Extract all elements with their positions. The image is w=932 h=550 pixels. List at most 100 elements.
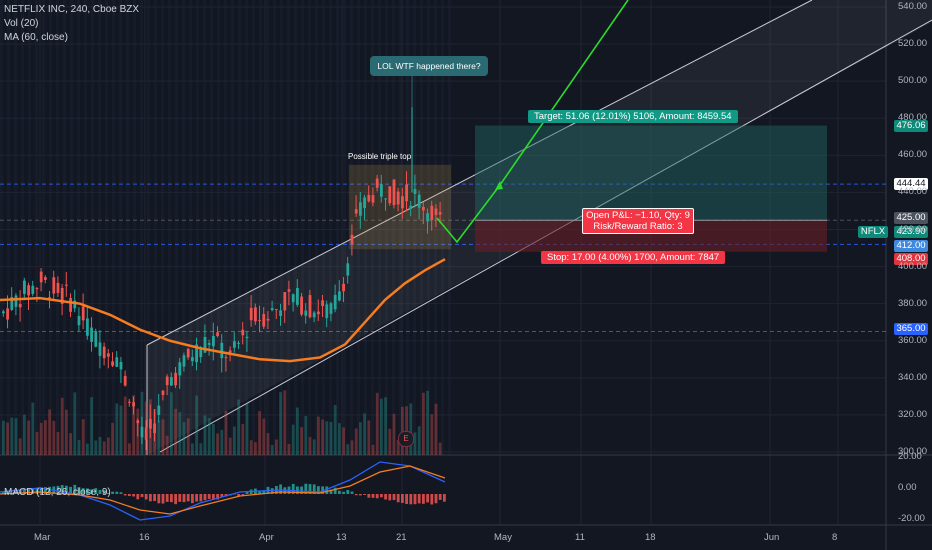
tag-408: 408.00	[894, 253, 928, 265]
macd-hist	[27, 489, 30, 494]
macd-hist	[77, 487, 81, 494]
vol-legend[interactable]: Vol (20)	[4, 18, 39, 29]
target-label[interactable]: Target: 51.06 (12.01%) 5106, Amount: 845…	[528, 110, 738, 123]
candle-body	[178, 362, 182, 376]
volume-bar	[212, 423, 215, 455]
macd-hist	[157, 494, 161, 504]
macd-hist	[430, 494, 434, 505]
candle-body	[6, 308, 9, 320]
price-tick: 400.00	[898, 260, 928, 272]
macd-hist	[312, 484, 316, 494]
position-boxes[interactable]	[348, 125, 827, 252]
macd-hist	[56, 485, 60, 494]
candle-body	[39, 271, 43, 283]
candle-body	[317, 311, 320, 315]
candle-body	[270, 308, 274, 311]
macd-hist	[388, 494, 392, 501]
grid-stripe	[238, 0, 241, 455]
macd-hist	[380, 494, 383, 498]
volume-bar	[329, 421, 333, 455]
earnings-marker[interactable]: E	[398, 431, 414, 447]
volume-bar	[321, 419, 324, 455]
grid-stripe	[273, 0, 276, 455]
candle-body	[65, 284, 68, 286]
volume-bar	[245, 403, 249, 455]
grid-stripe	[308, 0, 311, 455]
volume-bar	[98, 436, 102, 455]
macd-legend[interactable]: MACD (12, 26, close, 9)	[4, 487, 111, 498]
volume-bar	[107, 437, 110, 455]
macd-hist	[69, 486, 72, 494]
candle-body	[14, 295, 18, 307]
candle-body	[2, 311, 5, 314]
candle-body	[27, 285, 30, 296]
grid-stripe	[28, 0, 31, 455]
grid-stripe	[161, 0, 164, 455]
volume-bar	[199, 443, 203, 455]
macd-hist	[73, 484, 77, 494]
candle-body	[438, 212, 442, 215]
ma-legend[interactable]: MA (60, close)	[4, 32, 68, 43]
macd-hist	[405, 494, 408, 505]
stop-label[interactable]: Stop: 17.00 (4.00%) 1700, Amount: 7847	[541, 251, 726, 264]
grid-stripe	[217, 0, 220, 455]
macd-hist	[23, 489, 26, 494]
macd-hist	[220, 494, 224, 497]
grid-stripe	[168, 0, 171, 455]
forecast-path[interactable]	[436, 0, 629, 244]
volume-bar	[56, 431, 60, 455]
macd-hist	[153, 494, 156, 502]
time-tick: 21	[396, 532, 407, 543]
grid-stripe	[385, 0, 388, 455]
volume-bar	[354, 428, 358, 455]
candle-body	[81, 306, 85, 321]
candle-body	[291, 294, 295, 303]
candle-body	[220, 342, 224, 359]
macd-hist	[258, 490, 261, 494]
macd-hist	[199, 494, 203, 502]
macd-hist	[94, 488, 98, 494]
macd-hist	[14, 490, 18, 494]
macd-hist	[132, 494, 135, 497]
grid-stripe	[427, 0, 430, 455]
volume-bar	[191, 443, 194, 455]
candle-body	[191, 357, 194, 362]
volume-bar	[317, 416, 320, 455]
volume-bar	[60, 397, 64, 455]
grid-stripe	[315, 0, 318, 455]
macd-hist	[371, 494, 375, 498]
grid-stripe	[329, 0, 332, 455]
volume-bar	[69, 433, 72, 455]
candle-body	[422, 206, 425, 211]
candle-body	[94, 331, 98, 347]
candle-body	[300, 296, 303, 315]
pnl-box[interactable]: Open P&L: −1.10, Qty: 9 Risk/Reward Rati…	[582, 208, 694, 234]
time-tick: 8	[832, 532, 838, 543]
candle-body	[245, 336, 249, 339]
time-tick: Mar	[34, 532, 51, 543]
triple-top-label[interactable]: Possible triple top	[348, 152, 412, 161]
volume-bar	[375, 392, 379, 455]
macd-hist	[417, 494, 421, 504]
volume-bar	[413, 432, 417, 455]
grid-stripe	[133, 0, 136, 455]
candle-body	[123, 375, 127, 386]
macd-hist	[65, 485, 68, 494]
candle-body	[388, 186, 392, 204]
candle-body	[266, 318, 270, 321]
grid-stripe	[259, 0, 262, 455]
candle-body	[207, 343, 211, 345]
candle-body	[321, 300, 324, 307]
comment-callout[interactable]: LOL WTF happened there?	[370, 56, 488, 76]
macd-hist	[48, 486, 51, 494]
tag-444: 444.44	[894, 178, 928, 190]
candle-body	[52, 277, 56, 294]
macd-hist	[262, 490, 266, 494]
candle-body	[233, 341, 236, 348]
grid-stripe	[252, 0, 255, 455]
grid-stripe	[343, 0, 346, 455]
grid-stripe	[322, 0, 325, 455]
grid-stripe	[91, 0, 94, 455]
macd-hist	[149, 494, 152, 502]
